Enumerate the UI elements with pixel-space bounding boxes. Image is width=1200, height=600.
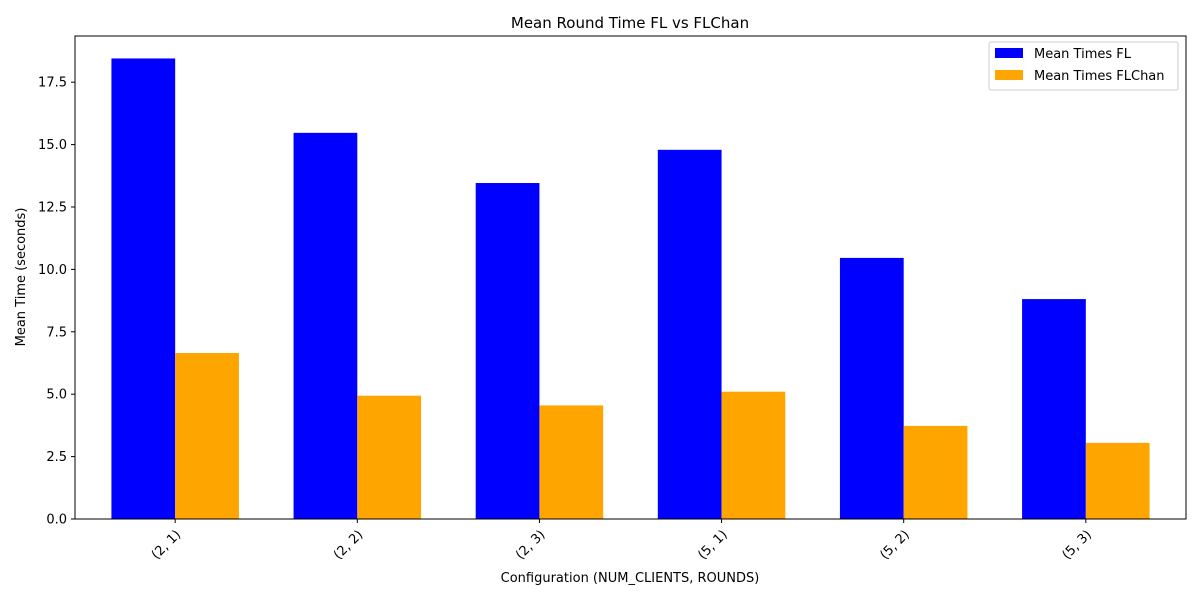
x-axis: (2, 1) (2, 2) (2, 3) (5, 1) (5, 2) (5, 3) <box>149 519 1095 563</box>
x-tick-label: (2, 2) <box>331 527 366 562</box>
y-tick-label: 5.0 <box>46 388 67 403</box>
y-tick-label: 7.5 <box>46 325 67 340</box>
legend-frame <box>988 41 1179 91</box>
y-tick-label: 17.5 <box>38 76 67 91</box>
y-axis: 0.0 2.5 5.0 7.5 10.0 12.5 15.0 17.5 <box>38 76 75 528</box>
x-tick-label: (2, 3) <box>513 527 548 562</box>
bar-flchan-0 <box>175 353 239 519</box>
bars-layer <box>111 58 1150 520</box>
legend-label-fl: Mean Times FL <box>1034 47 1132 62</box>
y-tick-label: 12.5 <box>38 200 67 215</box>
x-axis-label: Configuration (NUM_CLIENTS, ROUNDS) <box>501 571 760 586</box>
bar-fl-3 <box>657 149 722 520</box>
bar-fl-2 <box>475 183 540 519</box>
legend-swatch-fl <box>995 48 1023 58</box>
x-tick-label: (5, 1) <box>695 527 730 562</box>
x-tick-label: (5, 2) <box>877 527 912 562</box>
legend: Mean Times FL Mean Times FLChan <box>988 41 1179 91</box>
bar-fl-0 <box>111 58 176 519</box>
bar-fl-4 <box>839 257 904 519</box>
y-tick-label: 15.0 <box>38 138 67 153</box>
bar-flchan-1 <box>357 395 422 519</box>
bar-flchan-5 <box>1085 442 1150 519</box>
x-tick-label: (2, 1) <box>149 527 184 562</box>
plot-frame <box>74 35 1187 520</box>
chart-title: Mean Round Time FL vs FLChan <box>511 14 749 32</box>
bar-fl-5 <box>1022 299 1086 519</box>
x-tick-label: (5, 3) <box>1060 527 1095 562</box>
bar-flchan-4 <box>903 425 968 519</box>
legend-swatch-flchan <box>995 70 1023 80</box>
legend-label-flchan: Mean Times FLChan <box>1034 69 1165 84</box>
bar-flchan-2 <box>539 405 604 519</box>
bar-flchan-3 <box>721 391 786 519</box>
y-tick-label: 10.0 <box>38 263 67 278</box>
y-axis-label: Mean Time (seconds) <box>14 208 29 347</box>
bar-fl-1 <box>293 132 358 519</box>
y-tick-label: 2.5 <box>46 450 67 465</box>
y-tick-label: 0.0 <box>46 513 67 528</box>
